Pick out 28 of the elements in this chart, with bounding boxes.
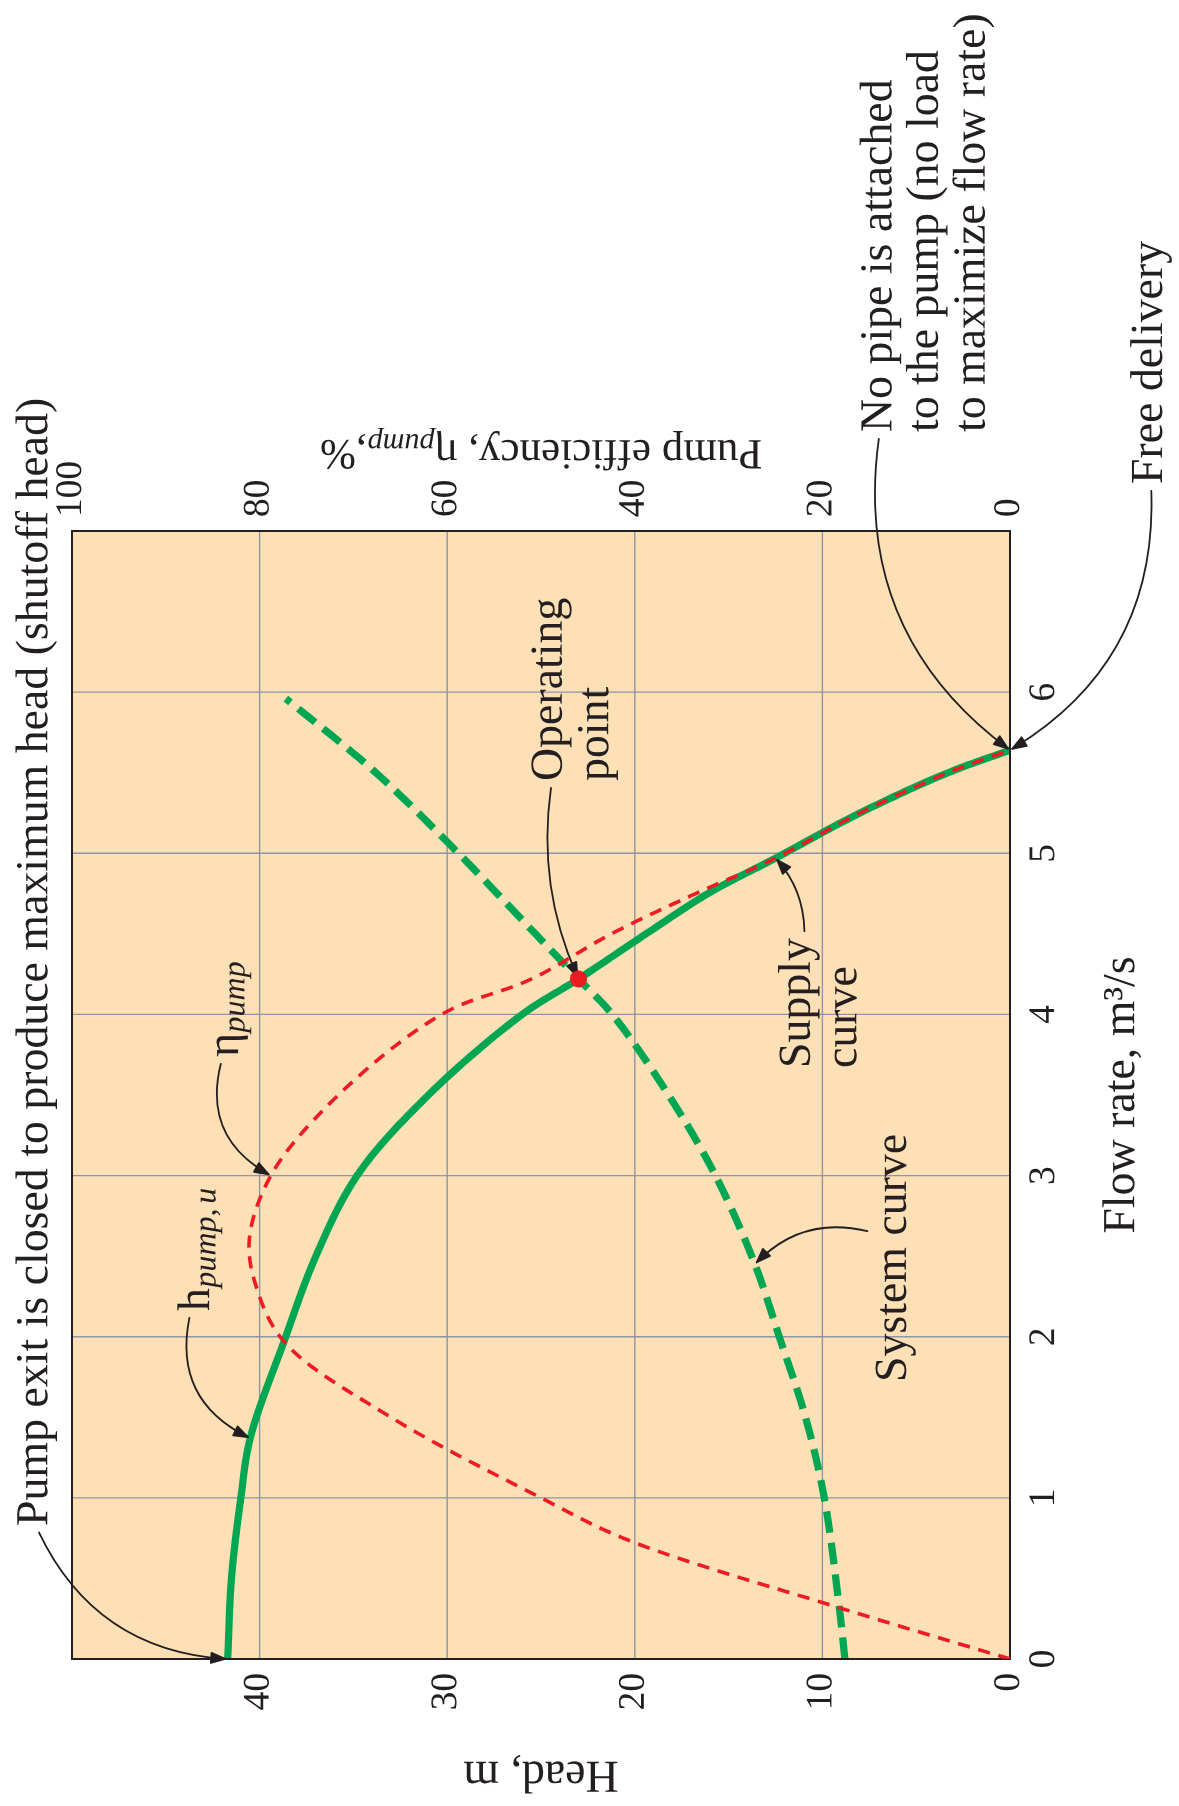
y-tick-label: 2 <box>1029 1329 1055 1345</box>
x-tick-label: 0 <box>994 1674 1020 1691</box>
y-axis-title: Flow rate, m³/s <box>1102 958 1142 1233</box>
x2-axis-title: Pump efficiency, η$_{pump}$,% <box>321 427 762 471</box>
y-tick-label: 1 <box>1029 1490 1055 1504</box>
x2-tick-label: 80 <box>243 481 269 516</box>
x-tick-label: 10 <box>806 1674 832 1708</box>
x-tick-label: 30 <box>431 1674 457 1709</box>
annotation: No pipe is attached to the pump (no load to maximize flow rate) <box>859 15 995 432</box>
x-tick-label: 40 <box>243 1674 269 1710</box>
y-tick-label: 3 <box>1029 1167 1055 1184</box>
x2-tick-label: 60 <box>431 481 457 516</box>
annotation: h$_{pump,u}$ <box>177 1188 223 1311</box>
annotation: Free delivery <box>1130 241 1172 483</box>
y-tick-label: 5 <box>1029 845 1055 861</box>
annotation: η$_{pump}$ <box>216 962 252 1057</box>
x2-tick-label: 0 <box>994 499 1020 516</box>
annotation: System curve <box>875 1135 916 1379</box>
y-tick-label: 0 <box>1029 1651 1055 1667</box>
y-tick-label: 6 <box>1029 683 1055 700</box>
x2-tick-label: 40 <box>618 481 645 517</box>
annotation: Operating point <box>531 598 618 781</box>
x-axis-title: Head, m <box>464 1754 618 1794</box>
y-tick-label: 4 <box>1029 1005 1055 1024</box>
annotation: Supply curve <box>777 938 857 1067</box>
x2-tick-label: 20 <box>806 481 832 516</box>
x-tick-label: 20 <box>618 1674 645 1709</box>
x2-tick-label: 100 <box>56 462 82 514</box>
